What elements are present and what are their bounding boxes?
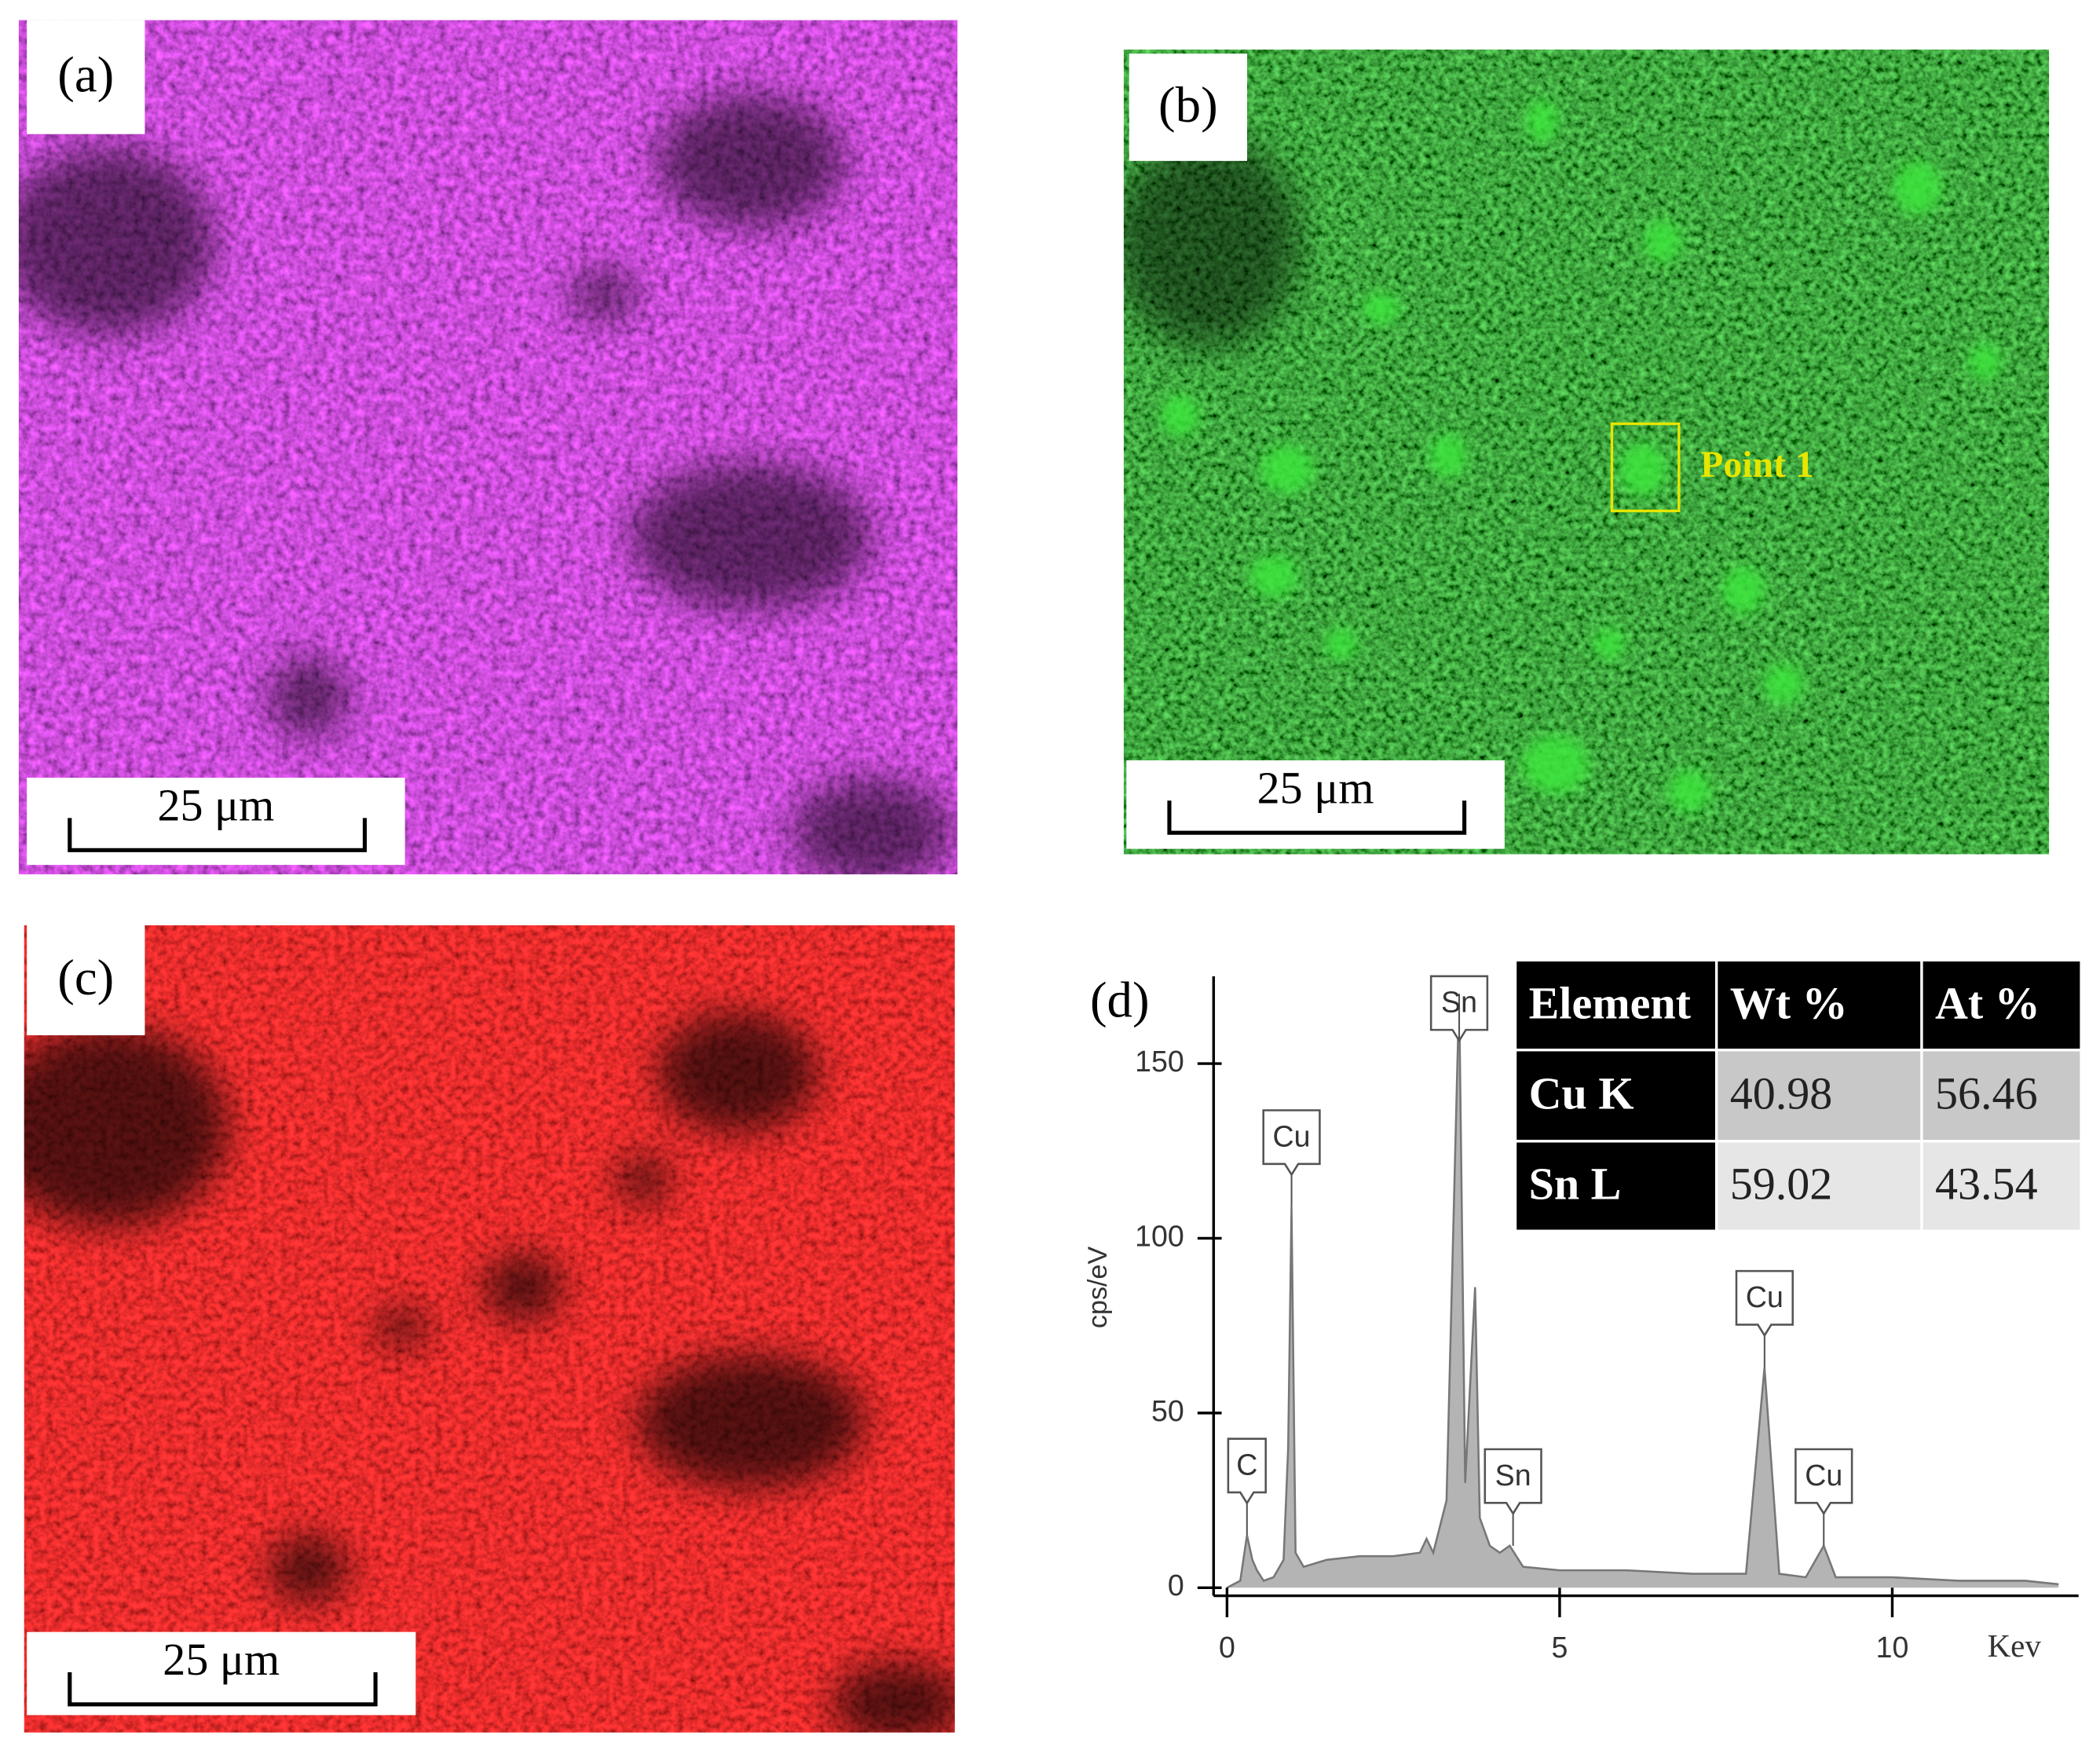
peak-label: Sn xyxy=(1441,986,1477,1019)
spectrum-line xyxy=(1226,993,2059,1589)
callout-box xyxy=(1795,1448,1853,1516)
scale-bar xyxy=(68,1672,378,1707)
peak-label: Cu xyxy=(1273,1119,1311,1152)
scale-bar-label: 25 μm xyxy=(157,779,274,830)
panel-label: (d) xyxy=(1090,972,1150,1028)
table-header: Wt % xyxy=(1730,977,1848,1028)
x-tick-label: 0 xyxy=(1219,1631,1235,1664)
table-header: Sn L xyxy=(1529,1159,1622,1210)
panel-label: (a) xyxy=(57,46,114,103)
callout-box xyxy=(1227,1437,1267,1506)
scale-bar xyxy=(68,818,368,852)
callout-box xyxy=(1262,1109,1321,1177)
scale-bar xyxy=(1167,800,1467,835)
table-value: 56.46 xyxy=(1935,1068,2038,1119)
x-axis-label: Kev xyxy=(1988,1628,2042,1664)
scale-bar-label: 25 μm xyxy=(1257,762,1374,813)
label-box xyxy=(1129,53,1248,161)
label-box xyxy=(27,20,145,134)
table-value: 43.54 xyxy=(1935,1159,2038,1210)
table-header: At % xyxy=(1935,977,2040,1028)
scale-bar-box xyxy=(27,1631,416,1716)
table-value: 40.98 xyxy=(1730,1068,1833,1119)
panel-label: (b) xyxy=(1158,77,1218,134)
table-cell xyxy=(1923,1142,2080,1230)
y-tick-label: 150 xyxy=(1135,1045,1184,1078)
table-header: Cu K xyxy=(1529,1068,1634,1119)
map-b xyxy=(1123,49,2050,855)
peak-label: Cu xyxy=(1746,1280,1784,1313)
peak-label: Sn xyxy=(1495,1459,1531,1492)
peak-label: C xyxy=(1236,1448,1257,1481)
scale-bar-label: 25 μm xyxy=(163,1634,280,1685)
y-tick-label: 0 xyxy=(1168,1569,1184,1602)
x-tick-label: 5 xyxy=(1551,1631,1568,1664)
table-cell xyxy=(1923,961,2080,1049)
y-tick-label: 100 xyxy=(1135,1219,1184,1252)
table-cell xyxy=(1923,1051,2080,1141)
table-cell xyxy=(1718,1142,1921,1230)
point-label: Point 1 xyxy=(1700,444,1814,485)
peak-label: Cu xyxy=(1805,1459,1842,1492)
callout-box xyxy=(1484,1448,1542,1516)
x-tick-label: 10 xyxy=(1876,1631,1909,1664)
table-cell xyxy=(1516,1051,1715,1141)
table-cell xyxy=(1718,1051,1921,1141)
table-value: 59.02 xyxy=(1730,1159,1833,1210)
label-box xyxy=(27,925,145,1035)
callout-box xyxy=(1735,1269,1794,1338)
table-cell xyxy=(1516,961,1715,1049)
table-cell xyxy=(1718,961,1921,1049)
y-tick-label: 50 xyxy=(1151,1394,1184,1427)
panel-label: (c) xyxy=(57,950,114,1006)
y-axis-label: cps/eV xyxy=(1083,1247,1113,1329)
map-a xyxy=(18,20,958,875)
table-header: Element xyxy=(1529,977,1692,1028)
map-c xyxy=(24,925,955,1733)
table-cell xyxy=(1516,1142,1715,1230)
